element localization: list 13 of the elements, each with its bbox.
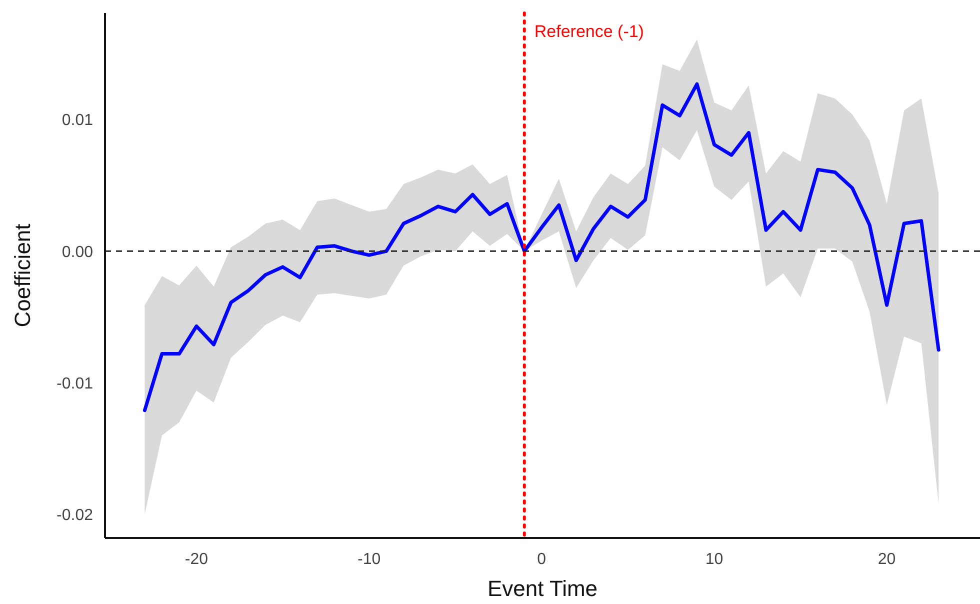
y-tick-label: 0.00: [62, 244, 94, 261]
x-tick-label: -20: [184, 551, 208, 568]
ref-line-label: Reference (-1): [534, 22, 644, 41]
x-tick-label: -10: [357, 551, 381, 568]
x-axis-title: Event Time: [487, 576, 598, 601]
y-tick-label: -0.01: [56, 375, 94, 392]
x-tick-label: 20: [878, 551, 896, 568]
y-tick-label: -0.02: [56, 506, 94, 524]
line-series: [142, 82, 940, 412]
x-tick-label: 0: [537, 551, 546, 568]
y-tick-label: 0.01: [62, 112, 94, 130]
x-tick-label: 10: [705, 551, 724, 568]
y-axis-title: Coefficient: [10, 224, 35, 328]
